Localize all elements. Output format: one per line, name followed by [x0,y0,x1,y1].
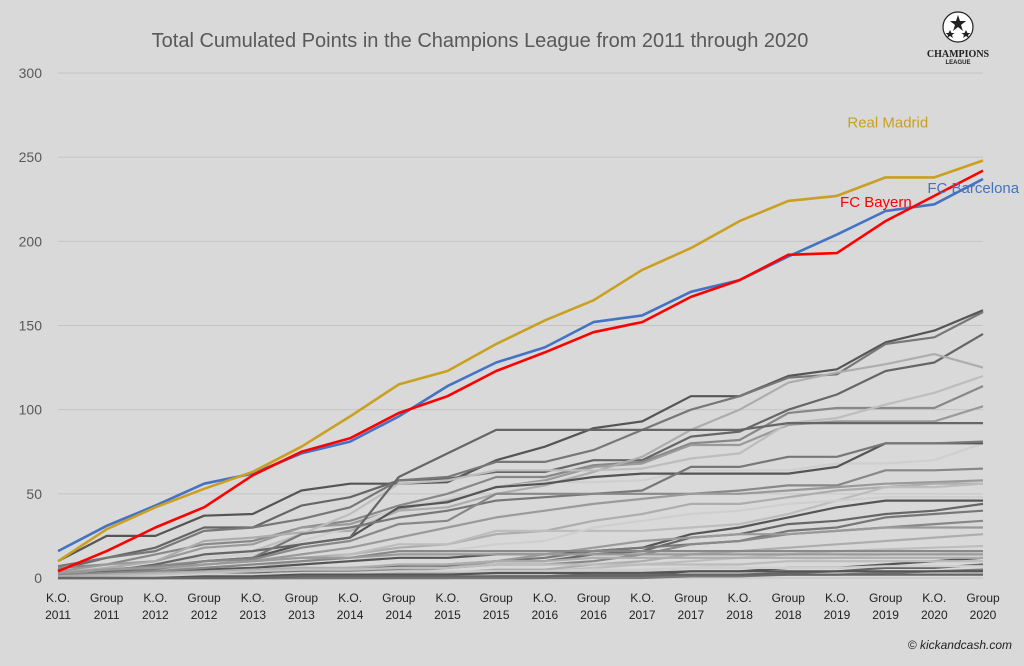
grid-layer [58,72,983,579]
x-tick-label: Group 2012 [187,591,221,622]
x-tick-label: K.O. 2017 [629,591,656,622]
y-tick-label: 250 [19,149,43,165]
x-tick-label: Group 2011 [90,591,124,622]
other-team-series-line [57,311,984,568]
other-team-series-line [58,573,983,580]
y-axis-ticks: 0 50 100 150 200 250 300 [19,65,43,586]
other-teams-series-layer [57,309,984,580]
x-tick-label: Group 2014 [382,591,416,622]
series-label-fc-barcelona: FC Barcelona [927,180,1019,197]
y-tick-label: 50 [26,486,42,502]
y-tick-label: 0 [34,570,42,586]
other-team-series-line [58,565,983,580]
series-label-fc-bayern: FC Bayern [840,194,912,211]
x-tick-label: K.O. 2019 [824,591,851,622]
champions-league-logo: CHAMPIONS LEAGUE [918,10,998,67]
other-team-series-line [58,570,983,580]
x-tick-label: K.O. 2016 [531,591,558,622]
x-tick-label: Group 2015 [479,591,513,622]
x-tick-label: Group 2018 [772,591,806,622]
y-tick-label: 150 [19,318,43,334]
x-tick-label: K.O. 2015 [434,591,461,622]
other-team-series-line [57,332,984,571]
x-tick-label: K.O. 2018 [726,591,753,622]
series-line-fc-bayern [57,169,984,573]
x-tick-label: K.O. 2011 [45,591,71,622]
other-team-series-line [57,556,983,578]
x-axis-ticks: K.O. 2011 Group 2011 K.O. 2012 Group 2012 K.O. 20… [45,591,1000,622]
logo-text: CHAMPIONS [926,49,990,60]
chart-title: Total Cumulated Points in the Champions … [151,30,809,52]
other-team-series-line [57,553,983,575]
x-tick-label: Group 2017 [674,591,708,622]
y-tick-label: 100 [19,402,43,418]
highlighted-series-layer [57,159,984,573]
copyright-notice: © kickandcash.com [907,638,1012,652]
other-team-series-line [57,560,983,580]
other-team-series-line [57,550,983,576]
other-team-series-line [57,422,983,578]
x-tick-label: Group 2013 [285,591,319,622]
x-tick-label: K.O. 2014 [337,591,364,622]
series-label-real-madrid: Real Madrid [847,114,928,131]
other-team-series-line [57,309,984,563]
other-team-series-line [57,385,984,569]
x-tick-label: K.O. 2012 [142,591,169,622]
x-tick-label: Group 2016 [577,591,611,622]
series-line-fc-barcelona [57,177,984,553]
other-team-series-line [57,467,984,575]
other-team-series-line [57,353,984,575]
x-tick-label: K.O. 2013 [239,591,266,622]
y-tick-label: 200 [19,233,43,249]
logo-subtext: LEAGUE [945,60,971,66]
x-tick-label: Group 2019 [869,591,903,622]
series-line-real-madrid [57,159,984,563]
x-tick-label: K.O. 2020 [921,591,948,622]
champions-league-star-ball-icon [942,11,974,43]
y-tick-label: 300 [19,65,43,81]
x-tick-label: Group 2020 [966,591,1000,622]
series-labels: Real Madrid FC Bayern FC Barcelona [840,114,1020,211]
